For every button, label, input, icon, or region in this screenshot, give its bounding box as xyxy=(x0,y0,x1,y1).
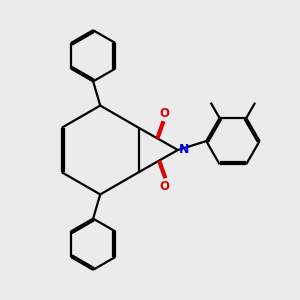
Text: O: O xyxy=(159,180,170,193)
Text: N: N xyxy=(179,143,189,157)
Text: O: O xyxy=(159,107,170,120)
